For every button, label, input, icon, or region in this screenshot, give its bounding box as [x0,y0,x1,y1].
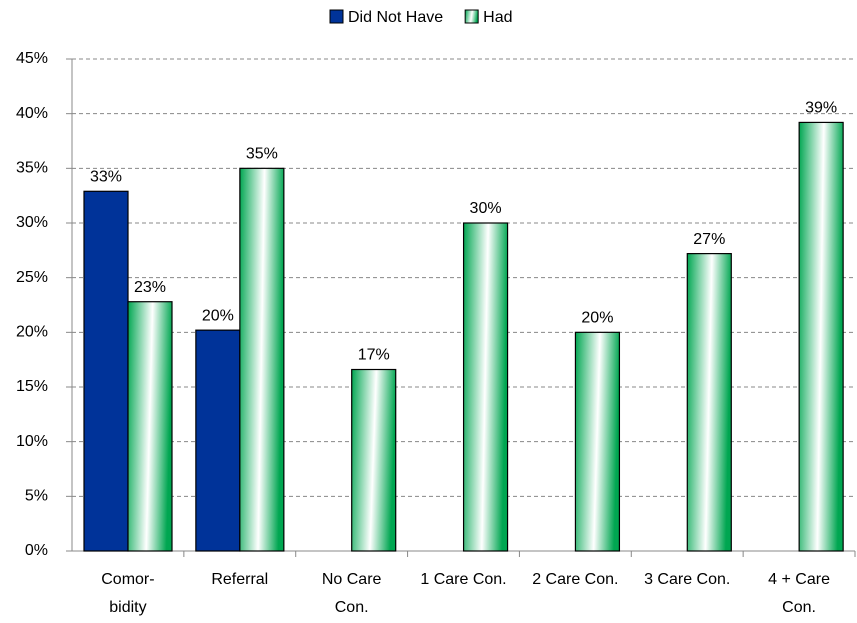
data-label: 17% [358,347,390,364]
bar [574,331,621,552]
bar [127,301,173,552]
data-label: 39% [805,100,837,117]
x-tick-label: 3 Care Con. [644,571,731,588]
data-label: 20% [202,307,234,324]
x-tick-label: Referral [211,571,269,588]
bar [239,167,285,552]
bar [798,121,844,552]
y-tick-label: 15% [16,378,48,395]
bar [462,222,509,552]
y-tick-label: 5% [25,488,48,505]
x-tick-label: 1 Care Con. [420,571,507,588]
x-tick-label: No Care Con. [321,571,382,616]
data-label: 23% [134,279,166,296]
y-tick-label: 30% [16,214,48,231]
x-tick-label: 2 Care Con. [532,571,619,588]
legend-swatch [329,9,344,24]
y-tick-label: 0% [25,542,48,559]
y-tick-label: 40% [16,105,48,122]
x-tick-label: Comor- bidity [101,571,155,616]
y-tick-label: 25% [16,269,48,286]
y-tick-label: 35% [16,160,48,177]
data-label: 33% [90,169,122,186]
bar [83,190,129,552]
bar [686,253,732,552]
legend-swatch [464,9,479,24]
y-tick-label: 45% [16,50,48,67]
bar [351,368,397,552]
y-tick-label: 20% [16,324,48,341]
y-tick-label: 10% [16,433,48,450]
legend-label: Did Not Have [348,9,443,26]
bar [195,329,241,552]
data-label: 27% [693,231,725,248]
x-tick-label: 4 + Care Con. [768,571,830,616]
legend-label: Had [483,9,512,26]
data-label: 20% [581,310,613,327]
data-label: 30% [470,200,502,217]
data-label: 35% [246,146,278,163]
